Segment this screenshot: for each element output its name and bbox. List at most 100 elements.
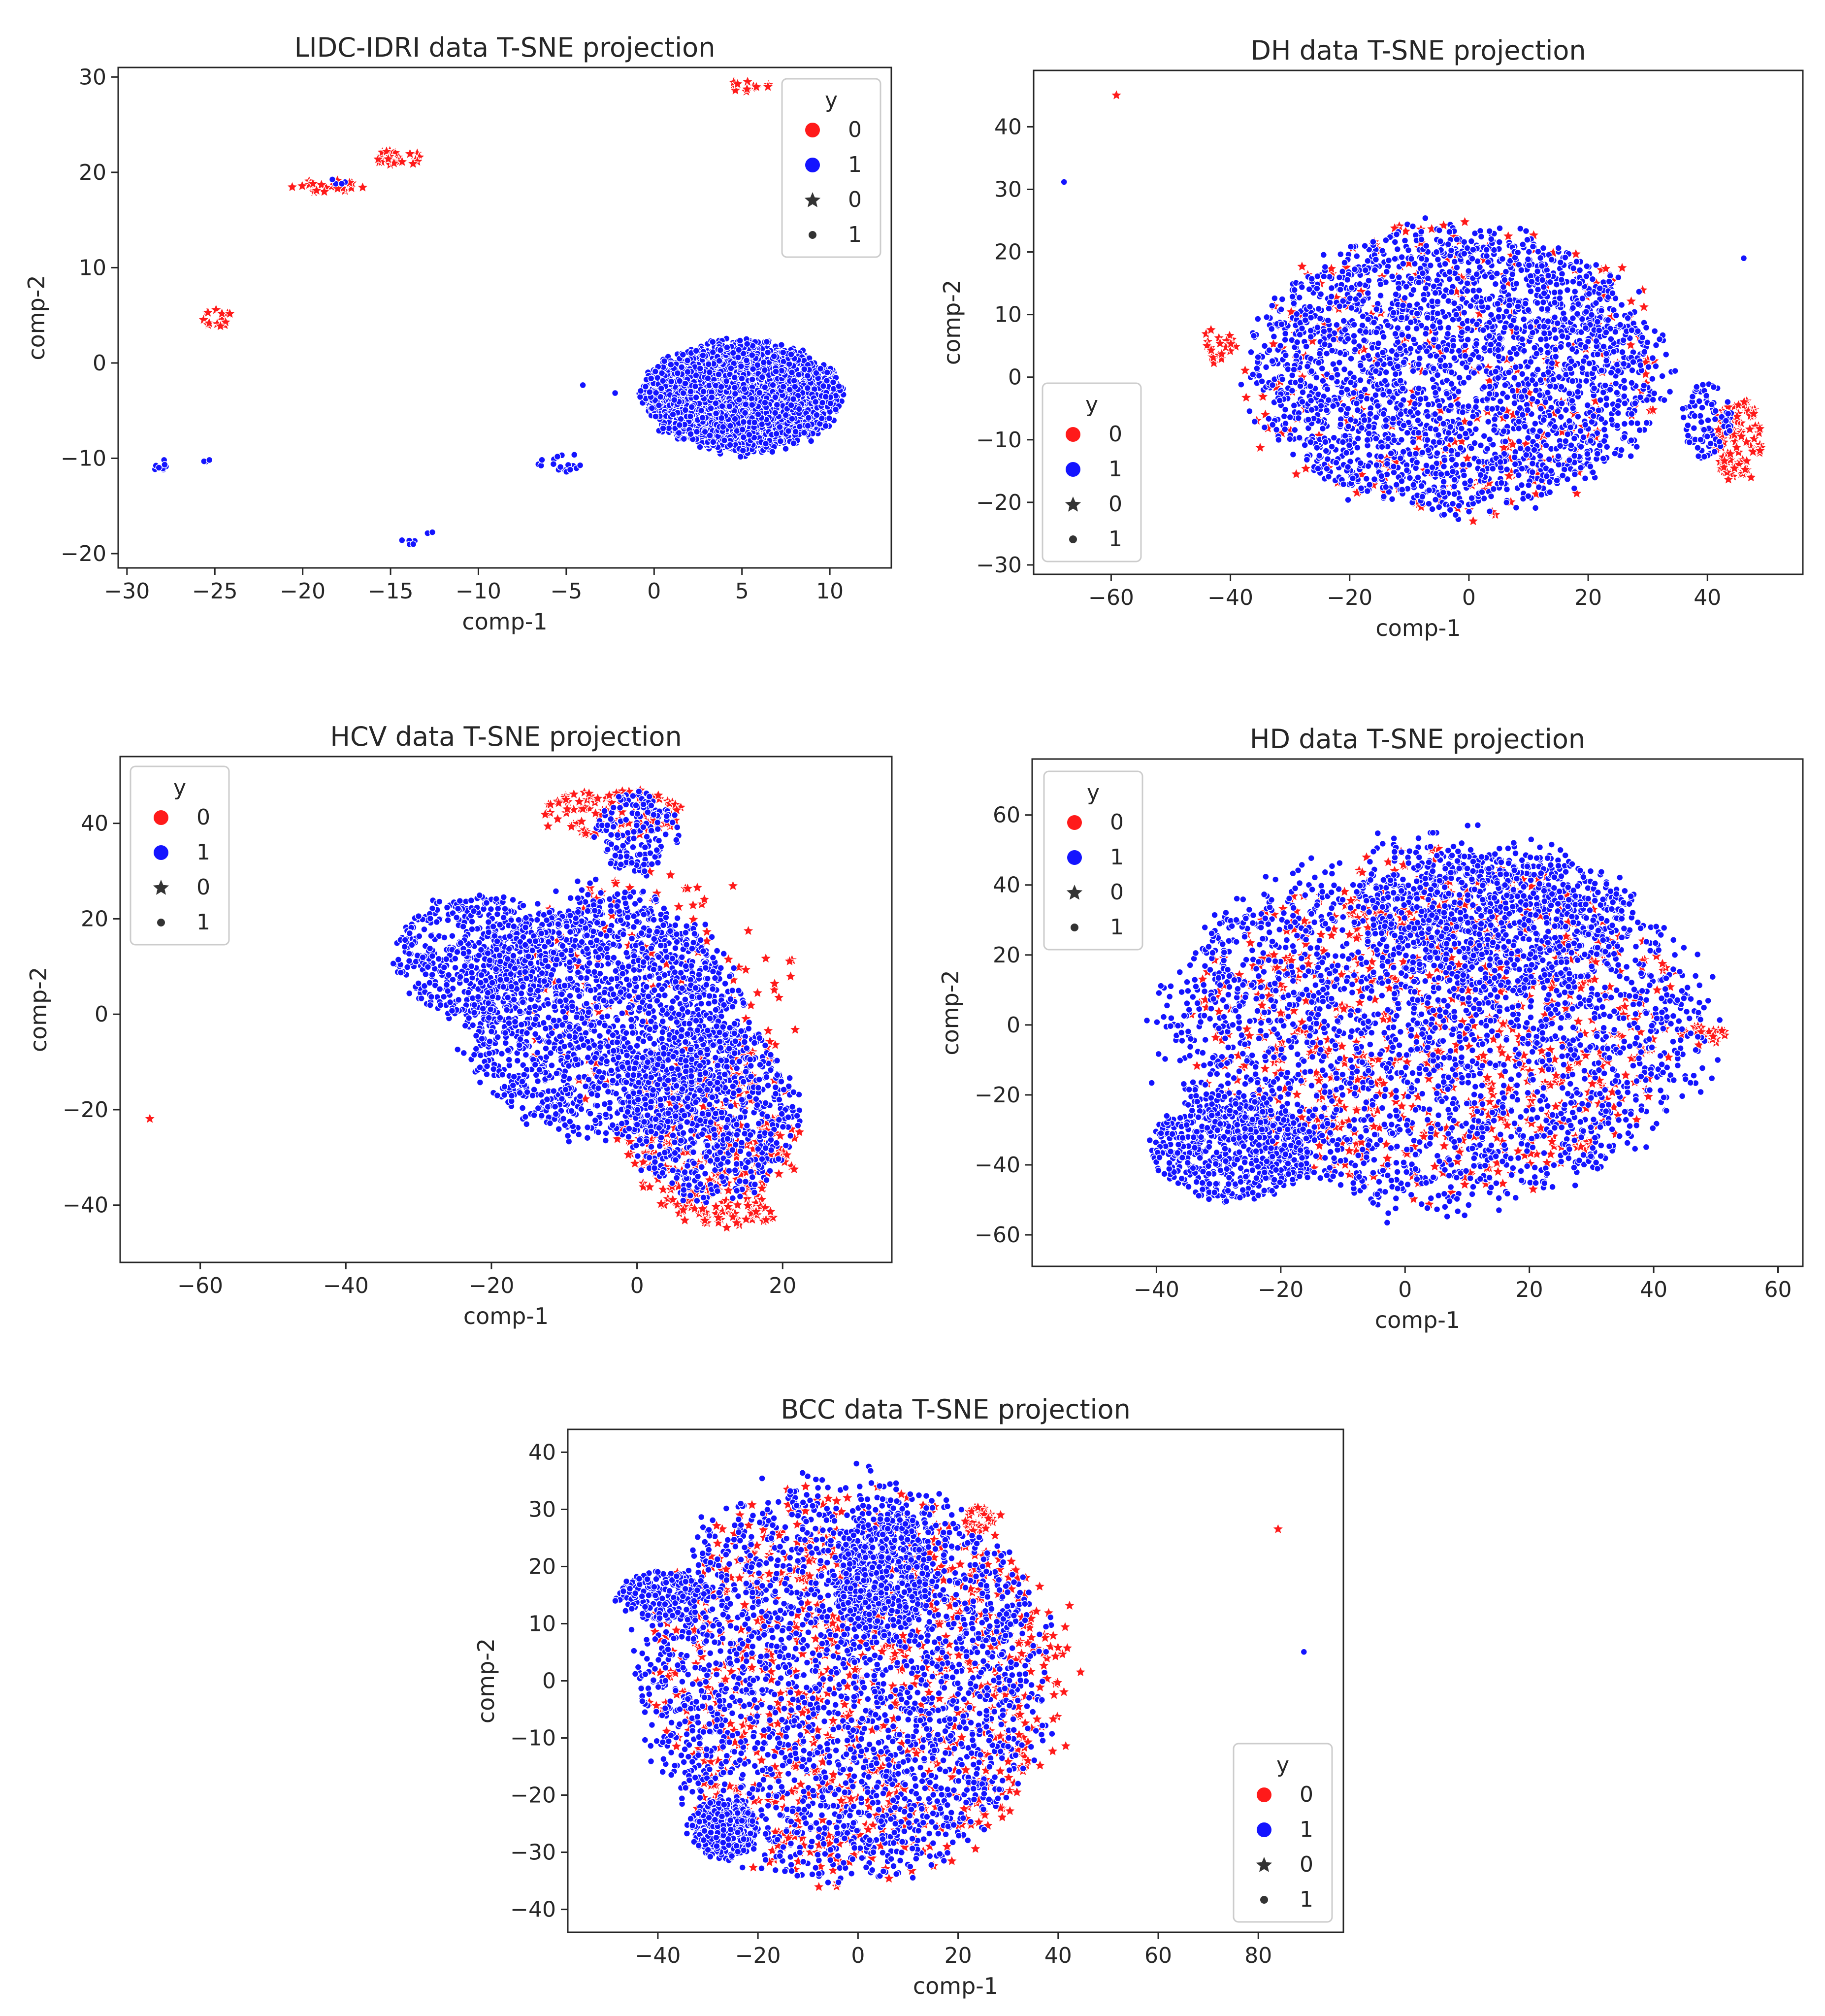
- point: [719, 423, 727, 431]
- point: [784, 427, 792, 435]
- point: [1205, 343, 1218, 356]
- point: [816, 365, 824, 372]
- point: [1588, 418, 1596, 426]
- point: [773, 430, 780, 438]
- point: [161, 461, 168, 468]
- point: [813, 369, 820, 377]
- point: [550, 460, 557, 468]
- point: [1471, 439, 1478, 447]
- point: [741, 385, 748, 393]
- point: [716, 357, 723, 364]
- point: [735, 346, 743, 354]
- point: [734, 354, 742, 361]
- point: [1520, 315, 1528, 323]
- point: [761, 366, 769, 374]
- point: [1416, 355, 1423, 362]
- point: [750, 80, 763, 93]
- point: [1404, 324, 1411, 332]
- series-0-star: [197, 74, 775, 332]
- point: [1271, 295, 1278, 302]
- point: [1554, 320, 1561, 327]
- point: [660, 357, 668, 365]
- x-tick-label: −10: [456, 579, 501, 604]
- point: [1325, 305, 1333, 312]
- point: [1418, 255, 1426, 263]
- point: [409, 540, 417, 548]
- point: [718, 402, 726, 410]
- point: [1454, 275, 1462, 282]
- x-tick-label: −15: [368, 579, 414, 604]
- point: [1545, 456, 1553, 463]
- point: [669, 411, 677, 418]
- point: [1404, 332, 1412, 340]
- point: [788, 415, 796, 423]
- point: [1350, 389, 1358, 397]
- point: [1595, 406, 1602, 414]
- point: [1519, 411, 1527, 419]
- point: [1543, 342, 1551, 350]
- point: [813, 411, 820, 419]
- point: [670, 396, 678, 404]
- point: [1552, 353, 1560, 361]
- point: [736, 337, 744, 344]
- point: [742, 400, 750, 408]
- point: [1456, 374, 1463, 382]
- point: [1569, 264, 1577, 272]
- point: [731, 374, 738, 381]
- point: [1295, 260, 1309, 272]
- point: [1465, 508, 1473, 515]
- point: [1599, 262, 1613, 274]
- point: [827, 399, 834, 407]
- point: [1351, 346, 1359, 354]
- point: [1476, 264, 1484, 271]
- point: [1551, 314, 1559, 321]
- point: [754, 410, 762, 418]
- point: [748, 351, 756, 359]
- point: [647, 375, 655, 382]
- point: [678, 364, 685, 371]
- point: [696, 443, 704, 451]
- point: [556, 463, 564, 471]
- point: [723, 343, 731, 351]
- point: [1570, 485, 1578, 492]
- point: [773, 401, 781, 409]
- point: [1423, 462, 1430, 469]
- point: [829, 378, 837, 386]
- point: [1350, 338, 1358, 346]
- point: [655, 401, 663, 409]
- point: [717, 383, 725, 391]
- point: [1454, 400, 1462, 408]
- point: [1722, 472, 1735, 485]
- point: [1391, 255, 1399, 263]
- point: [1546, 478, 1553, 486]
- point: [1281, 330, 1289, 337]
- point: [712, 399, 719, 407]
- point: [804, 422, 812, 430]
- point: [1267, 337, 1280, 350]
- point: [1454, 451, 1462, 458]
- point: [1501, 438, 1509, 445]
- point: [406, 157, 420, 169]
- legend-entry-label: 0: [848, 187, 862, 212]
- point: [1372, 256, 1380, 264]
- point: [328, 176, 336, 183]
- point: [1256, 390, 1270, 402]
- point: [807, 437, 815, 445]
- point: [1325, 473, 1333, 480]
- point: [1483, 445, 1491, 453]
- point: [1525, 262, 1533, 269]
- point: [701, 428, 709, 436]
- point: [812, 398, 819, 406]
- point: [692, 394, 700, 401]
- point: [1319, 377, 1327, 385]
- point: [688, 403, 695, 411]
- point: [1671, 367, 1679, 375]
- point: [1552, 334, 1560, 342]
- point: [1451, 354, 1458, 362]
- point: [709, 338, 717, 346]
- point: [637, 387, 645, 395]
- point: [667, 378, 675, 385]
- point: [652, 389, 660, 397]
- point: [1496, 225, 1503, 232]
- plot-frame: [117, 66, 892, 569]
